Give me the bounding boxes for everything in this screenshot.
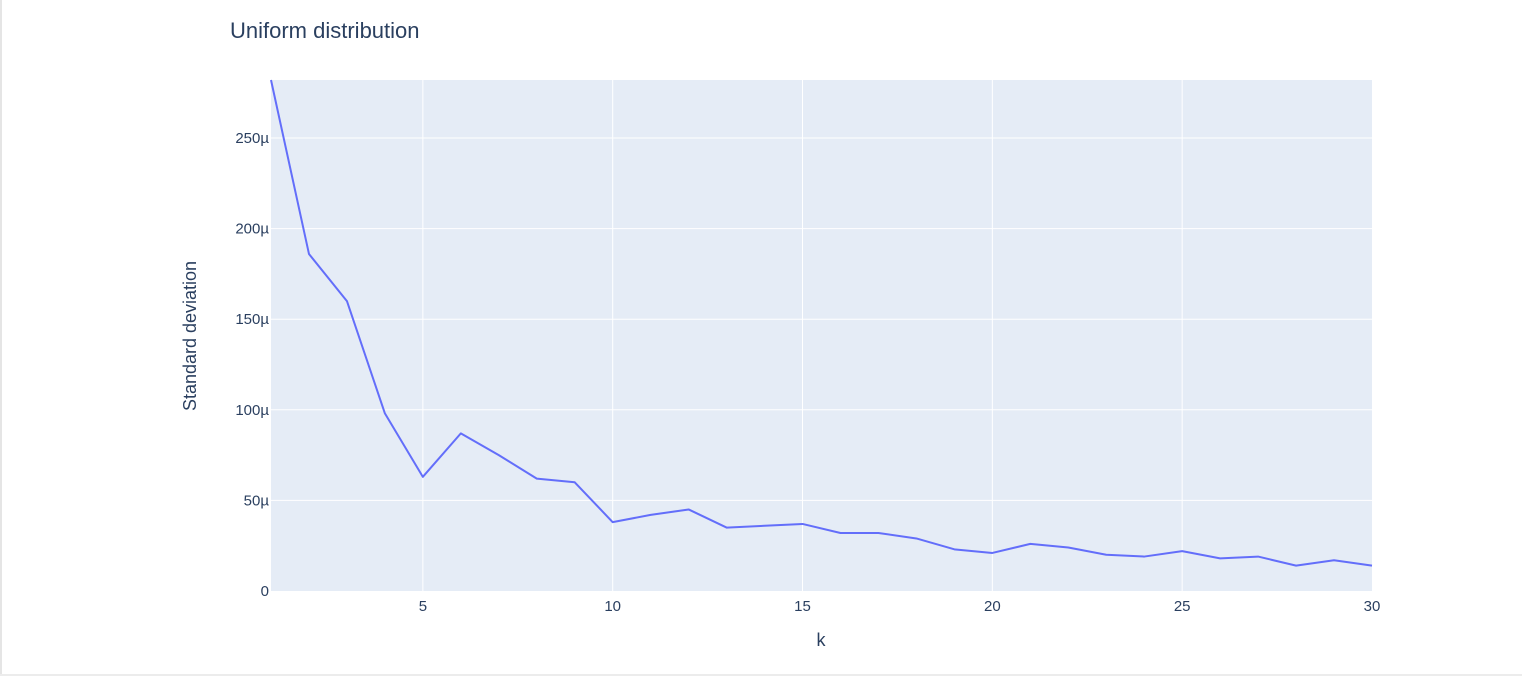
x-axis-title: k [817,630,827,650]
series-layer [270,79,1373,567]
chart-title: Uniform distribution [230,18,420,43]
y-tick-label: 250µ [235,130,269,147]
y-axis-title: Standard deviation [180,261,200,411]
x-tick-label: 20 [984,598,1001,615]
y-tick-label: 150µ [235,311,269,328]
x-tick-label: 10 [604,598,621,615]
x-tick-label: 25 [1174,598,1191,615]
plot-area [271,80,1372,591]
x-tick-labels: 5 10 15 20 25 30 [419,598,1381,615]
y-gridlines [271,137,1372,501]
x-tick-label: 5 [419,598,427,615]
y-tick-label: 100µ [235,402,269,419]
frame-left-border [0,0,2,676]
series-line [270,79,1373,567]
x-tick-label: 15 [794,598,811,615]
y-tick-label: 0 [261,583,269,600]
y-tick-label: 200µ [235,221,269,238]
y-tick-labels: 0 50µ 100µ 150µ 200µ 250µ [235,130,269,600]
y-tick-label: 50µ [244,492,270,509]
x-gridlines [422,80,1183,591]
x-tick-label: 30 [1364,598,1381,615]
frame-bottom-border [0,674,1522,676]
